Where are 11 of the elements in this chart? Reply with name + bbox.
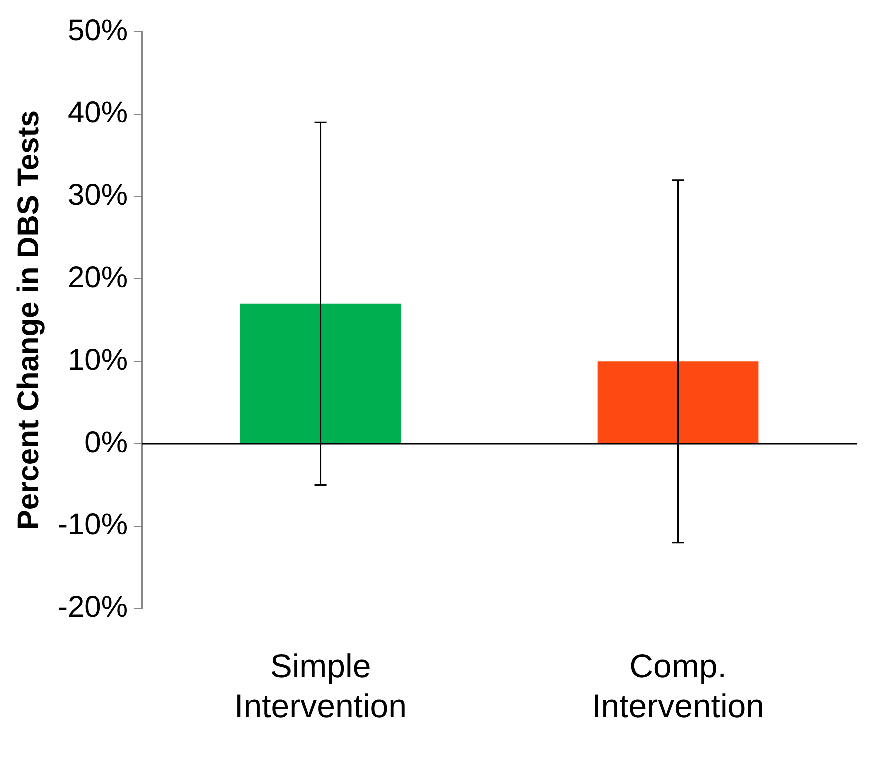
y-tick-label: -10% bbox=[58, 508, 128, 542]
y-tick-label: 0% bbox=[84, 426, 128, 460]
x-tick-label: Comp. Intervention bbox=[592, 648, 764, 724]
y-tick-label: 30% bbox=[68, 179, 128, 212]
y-tick-label: 40% bbox=[68, 96, 128, 130]
y-axis-title: Percent Change in DBS Tests bbox=[12, 110, 46, 530]
y-tick-label: 50% bbox=[68, 14, 128, 48]
y-tick-label: 10% bbox=[68, 344, 128, 377]
x-tick-label: Simple Intervention bbox=[234, 648, 407, 724]
y-tick-label: 20% bbox=[68, 261, 128, 294]
y-tick-label: -20% bbox=[58, 591, 128, 624]
